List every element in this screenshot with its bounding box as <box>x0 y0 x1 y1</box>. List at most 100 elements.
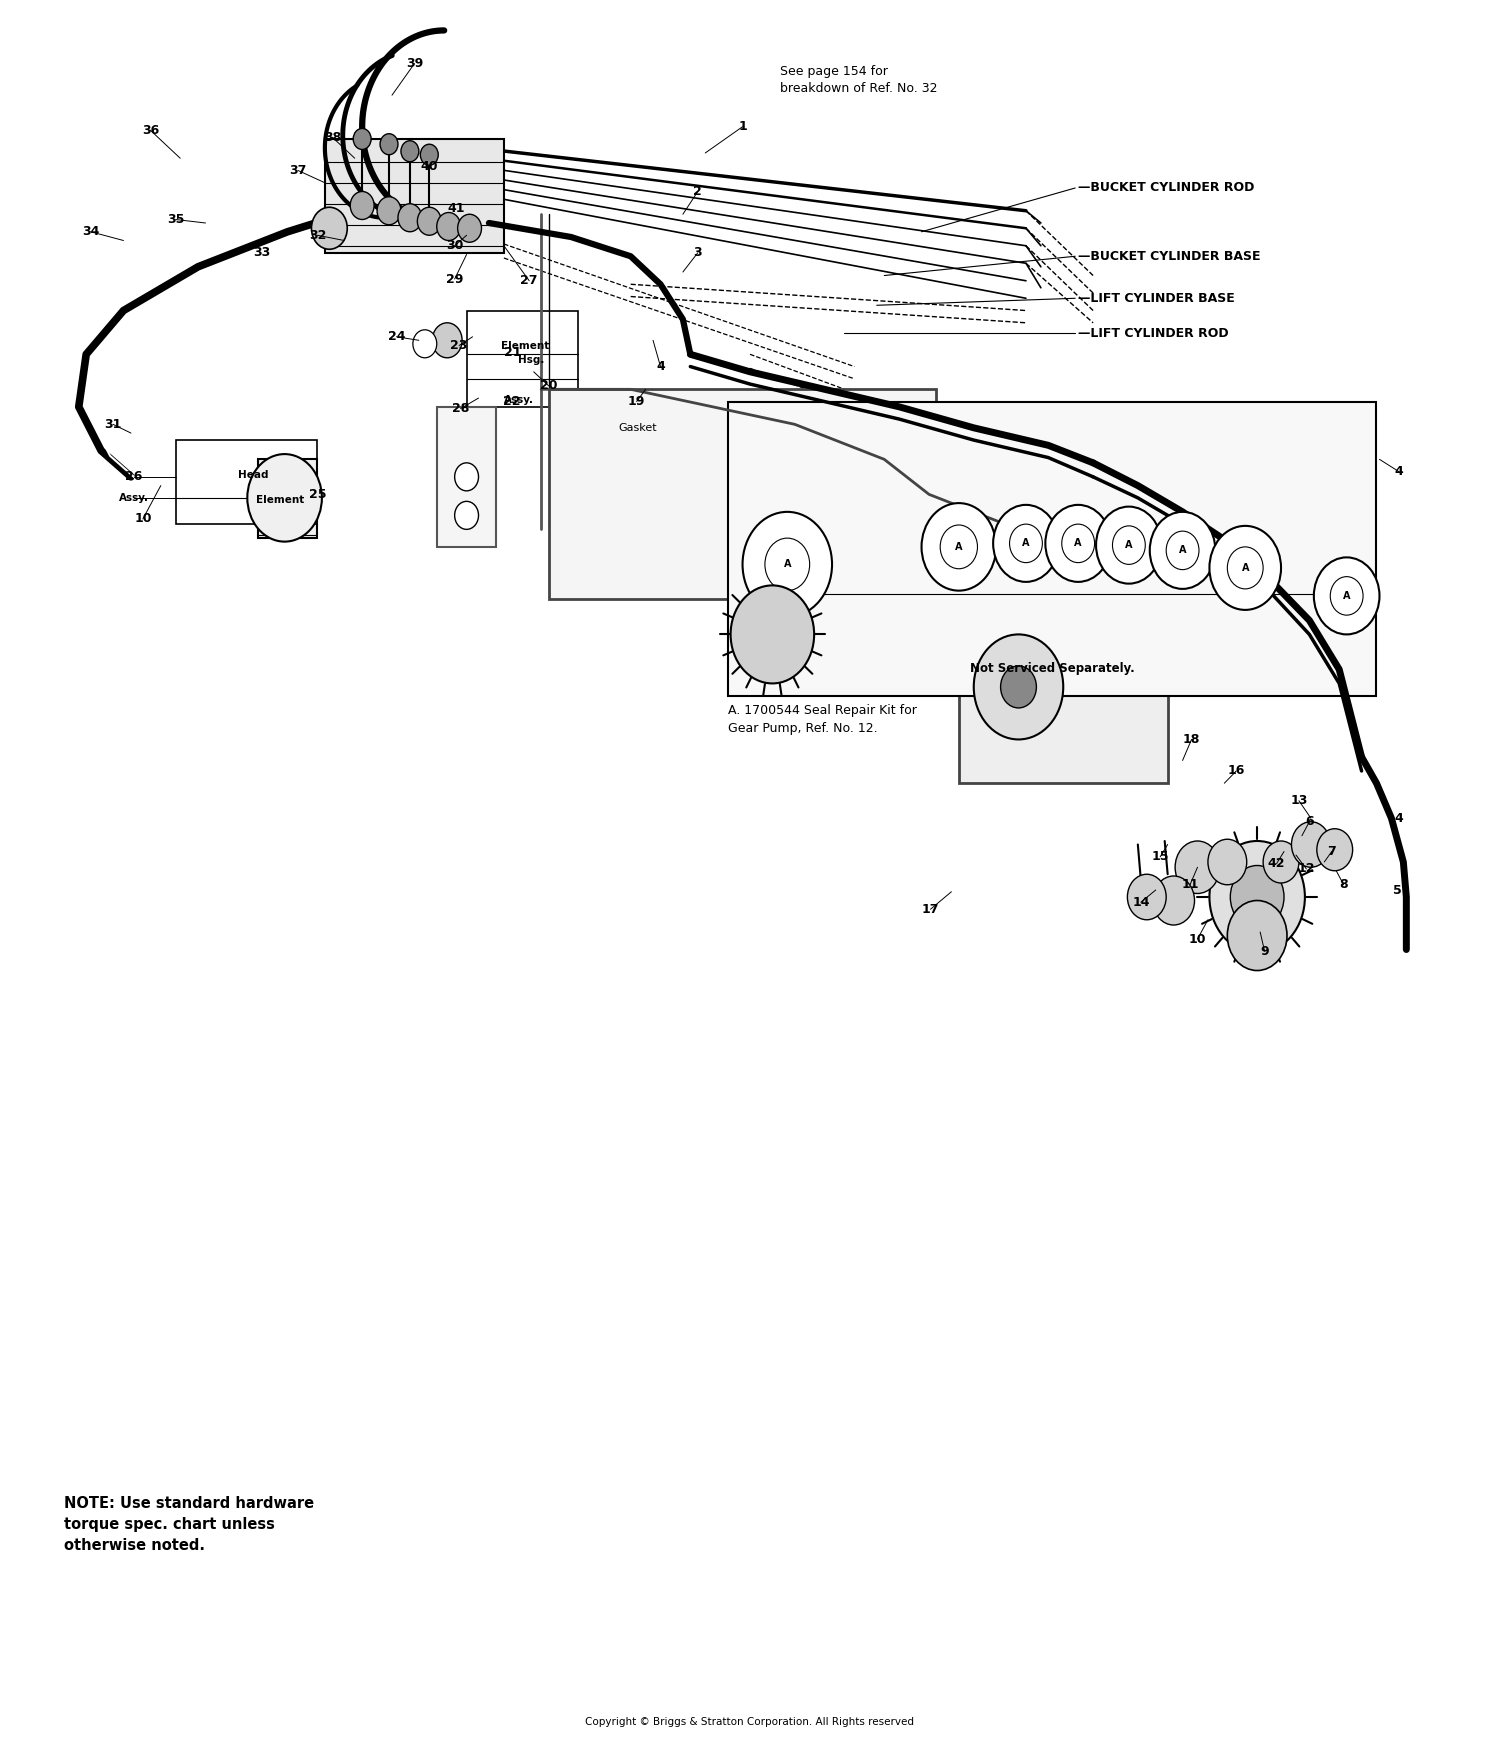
Text: 2: 2 <box>693 185 702 199</box>
Bar <box>728 401 1377 695</box>
Text: Copyright © Briggs & Stratton Corporation. All Rights reserved: Copyright © Briggs & Stratton Corporatio… <box>585 1717 915 1727</box>
Text: 30: 30 <box>446 239 464 252</box>
Text: 11: 11 <box>1182 878 1198 892</box>
Text: A. 1700544 Seal Repair Kit for
Gear Pump, Ref. No. 12.: A. 1700544 Seal Repair Kit for Gear Pump… <box>728 704 916 735</box>
Circle shape <box>380 134 398 155</box>
Text: 7: 7 <box>1328 844 1336 858</box>
Text: NOTE: Use standard hardware
torque spec. chart unless
otherwise noted.: NOTE: Use standard hardware torque spec.… <box>64 1495 314 1553</box>
Text: 4: 4 <box>656 361 664 373</box>
Text: See page 154 for
breakdown of Ref. No. 32: See page 154 for breakdown of Ref. No. 3… <box>780 65 938 95</box>
Bar <box>466 311 579 406</box>
Text: 4: 4 <box>1395 464 1404 478</box>
Circle shape <box>1263 841 1299 883</box>
Text: 15: 15 <box>1152 850 1168 864</box>
Text: 39: 39 <box>405 58 423 70</box>
Text: 38: 38 <box>324 130 340 144</box>
Text: Gasket: Gasket <box>620 422 657 433</box>
Circle shape <box>1062 524 1095 563</box>
Circle shape <box>413 329 436 357</box>
Circle shape <box>1166 531 1198 570</box>
Text: Element: Element <box>256 494 304 505</box>
Text: Head: Head <box>238 470 268 480</box>
Text: 26: 26 <box>126 470 142 484</box>
Circle shape <box>1208 839 1246 885</box>
Text: 1: 1 <box>738 120 747 134</box>
Circle shape <box>1113 526 1146 565</box>
Text: A: A <box>1125 540 1132 551</box>
Circle shape <box>398 204 422 232</box>
Text: 17: 17 <box>921 902 939 916</box>
Circle shape <box>454 463 478 491</box>
Circle shape <box>1314 558 1380 635</box>
Circle shape <box>1227 547 1263 589</box>
Circle shape <box>730 586 815 684</box>
Text: 29: 29 <box>446 273 464 285</box>
Circle shape <box>940 524 978 568</box>
Text: 6: 6 <box>1305 814 1314 828</box>
Text: 9: 9 <box>1260 945 1269 959</box>
Text: 23: 23 <box>450 339 468 352</box>
Circle shape <box>1150 512 1215 589</box>
Text: 31: 31 <box>105 419 122 431</box>
Text: 36: 36 <box>141 123 159 137</box>
Circle shape <box>1317 828 1353 871</box>
Text: 33: 33 <box>254 246 272 259</box>
Text: 27: 27 <box>520 274 538 287</box>
Circle shape <box>376 197 400 225</box>
Text: —LIFT CYLINDER ROD: —LIFT CYLINDER ROD <box>1078 327 1228 339</box>
Bar <box>436 406 496 547</box>
Circle shape <box>458 215 482 243</box>
Text: 28: 28 <box>452 403 470 415</box>
Circle shape <box>436 213 460 241</box>
Circle shape <box>432 324 462 357</box>
Text: 35: 35 <box>166 213 184 225</box>
Text: A: A <box>1074 538 1082 549</box>
Text: A: A <box>783 559 790 570</box>
Circle shape <box>1230 865 1284 929</box>
Circle shape <box>921 503 996 591</box>
Text: 13: 13 <box>1290 795 1308 807</box>
Circle shape <box>1330 577 1364 616</box>
Text: Element: Element <box>501 341 549 350</box>
Circle shape <box>1174 841 1219 894</box>
Text: 32: 32 <box>309 229 326 241</box>
Circle shape <box>1096 507 1161 584</box>
Bar <box>549 389 936 600</box>
Text: 24: 24 <box>387 331 405 343</box>
Text: —LIFT CYLINDER BASE: —LIFT CYLINDER BASE <box>1078 292 1234 304</box>
Circle shape <box>993 505 1059 582</box>
Text: 22: 22 <box>503 396 520 408</box>
Text: 40: 40 <box>420 160 438 174</box>
Text: A: A <box>1022 538 1029 549</box>
Circle shape <box>400 141 418 162</box>
Circle shape <box>350 192 374 220</box>
Circle shape <box>1010 524 1042 563</box>
Bar <box>958 556 1167 783</box>
Text: 42: 42 <box>1268 857 1286 871</box>
Text: A: A <box>1242 563 1250 573</box>
Text: 16: 16 <box>1227 765 1245 777</box>
Text: 10: 10 <box>1188 932 1206 946</box>
Circle shape <box>417 208 441 236</box>
Circle shape <box>248 454 322 542</box>
Circle shape <box>352 128 370 150</box>
Circle shape <box>1209 526 1281 610</box>
Text: 34: 34 <box>82 225 99 237</box>
Text: 12: 12 <box>1298 862 1316 876</box>
Circle shape <box>1227 901 1287 971</box>
Text: A: A <box>1342 591 1350 602</box>
Text: 4: 4 <box>1395 811 1404 825</box>
Circle shape <box>1152 876 1194 925</box>
Text: 25: 25 <box>309 487 326 501</box>
Text: 5: 5 <box>1394 883 1402 897</box>
Text: 21: 21 <box>504 347 522 359</box>
Circle shape <box>1209 841 1305 953</box>
Text: —BUCKET CYLINDER BASE: —BUCKET CYLINDER BASE <box>1078 250 1260 262</box>
Text: —BUCKET CYLINDER ROD: —BUCKET CYLINDER ROD <box>1078 181 1254 195</box>
Text: 8: 8 <box>1340 878 1348 892</box>
Text: 18: 18 <box>1184 734 1200 746</box>
Bar <box>326 139 504 253</box>
Text: 19: 19 <box>628 396 645 408</box>
Circle shape <box>1128 874 1166 920</box>
Text: A: A <box>956 542 963 552</box>
